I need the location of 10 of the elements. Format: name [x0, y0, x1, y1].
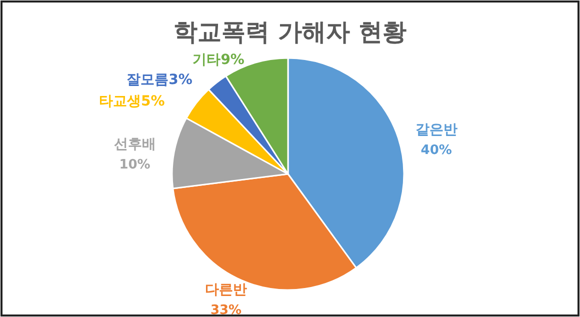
data-label: 10%: [119, 158, 150, 173]
slice-label: 타교생5%: [98, 93, 165, 110]
slice-label: 같은반: [415, 122, 458, 138]
slice-label: 다른반: [205, 282, 248, 298]
data-label: 33%: [210, 302, 242, 317]
data-label: 40%: [420, 142, 452, 158]
slice-label: 잘모름3%: [126, 72, 192, 88]
chart-title: 학교폭력 가해자 현황: [174, 18, 406, 46]
slice-label: 기타9%: [192, 52, 244, 68]
slice-label: 선후배: [114, 136, 156, 153]
